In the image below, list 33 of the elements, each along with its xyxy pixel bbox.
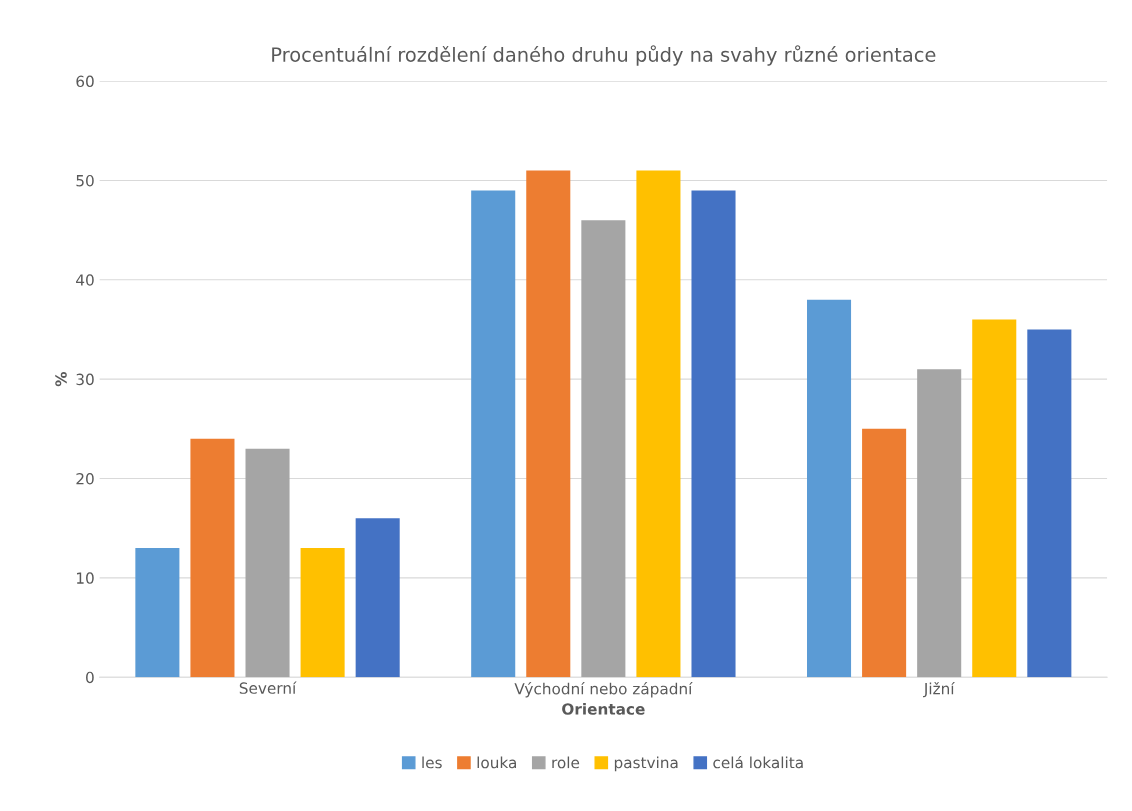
y-tick-label: 40 (76, 274, 94, 286)
bar (300, 548, 345, 678)
x-tick-label: Východní nebo západní (514, 682, 693, 698)
legend-label: pastvina (614, 756, 678, 772)
bar (526, 170, 571, 678)
y-tick-label: 10 (76, 572, 94, 584)
bar (581, 220, 626, 678)
y-tick-label: 50 (76, 174, 94, 187)
bar (1027, 329, 1072, 678)
bar (972, 319, 1017, 678)
y-axis-title: % (55, 371, 67, 387)
x-tick-label: Severní (239, 681, 297, 694)
bar (135, 548, 180, 678)
bar (807, 299, 852, 678)
chart-title: Procentuální rozdělení daného druhu půdy na svahy různé orientace (272, 45, 936, 66)
y-tick-label: 0 (86, 671, 94, 684)
y-tick-label: 60 (76, 75, 94, 88)
legend-label: celá lokalita (713, 755, 803, 769)
bar (245, 448, 290, 678)
bar (471, 190, 516, 678)
x-axis-title: Orientace (562, 703, 645, 715)
legend-label: louka (477, 756, 516, 769)
y-tick-label: 30 (76, 373, 94, 386)
x-tick-label: Jižní (923, 681, 955, 698)
bar (355, 518, 400, 678)
bar (917, 369, 962, 678)
y-tick-label: 20 (76, 472, 94, 485)
legend-label: role (552, 756, 580, 769)
bar (636, 170, 681, 678)
bar (862, 428, 907, 678)
legend-label: les (422, 756, 442, 769)
bar (691, 190, 736, 678)
bar (190, 438, 235, 678)
